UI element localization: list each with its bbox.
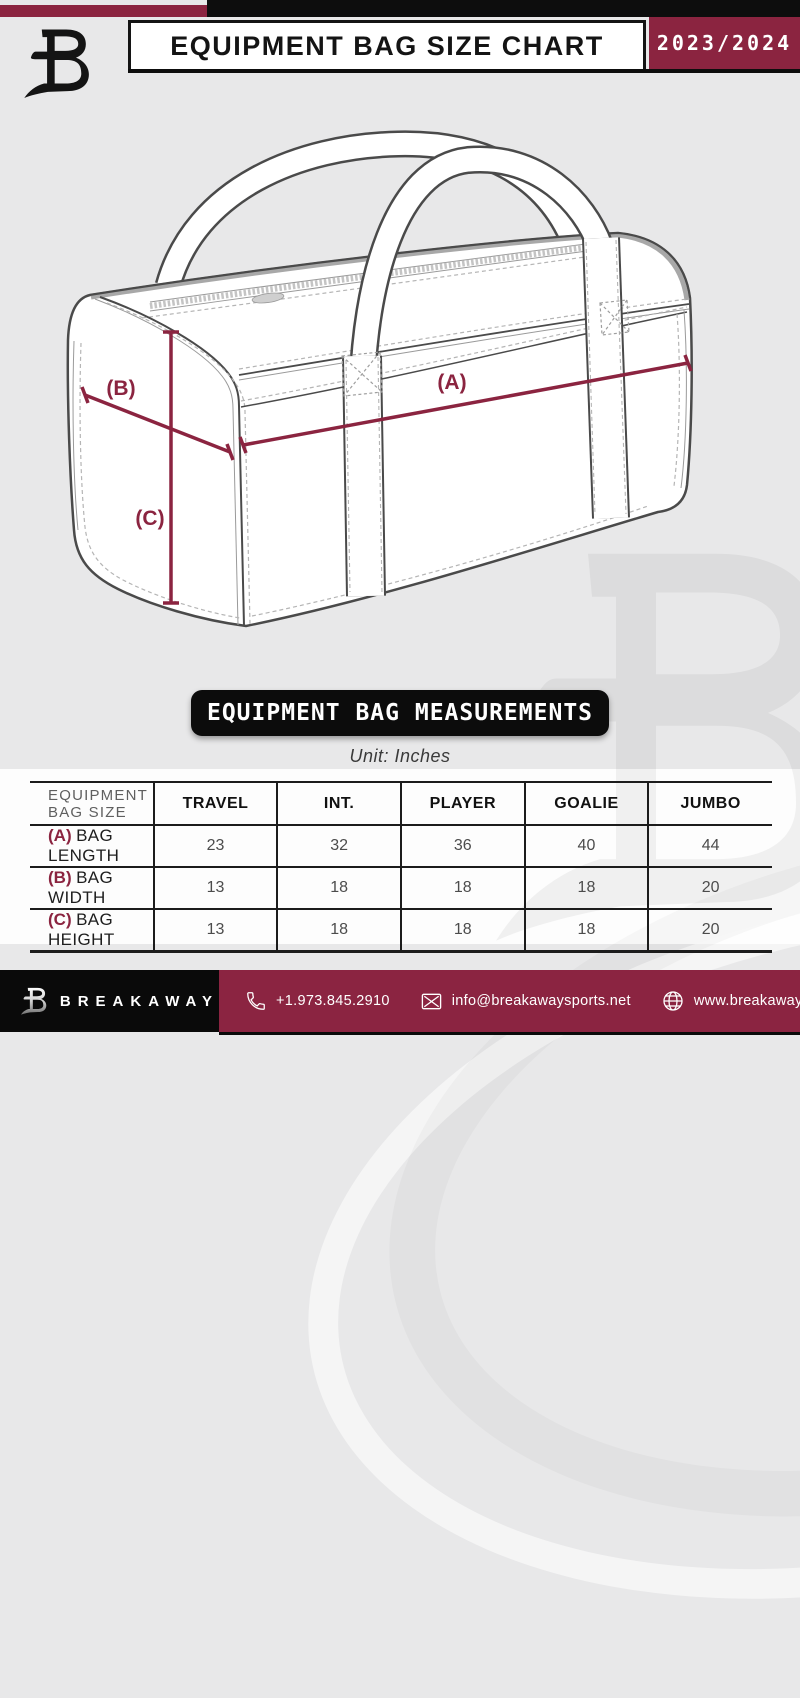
- row-label: BAG HEIGHT: [48, 910, 115, 949]
- breakaway-logo-icon: [20, 987, 47, 1015]
- value-cell: 32: [276, 825, 401, 867]
- value-cell: 18: [399, 867, 525, 909]
- column-header-jumbo: JUMBO: [647, 782, 772, 825]
- value-cell: 23: [152, 825, 278, 867]
- column-header-player: PLAYER: [399, 782, 525, 825]
- value-cell: 18: [276, 909, 401, 952]
- right-edge-seam: [673, 309, 687, 489]
- value-cell: 20: [647, 909, 772, 952]
- globe-icon: [663, 991, 683, 1011]
- table-row-bag-length: (A) BAG LENGTH 23 32 36 40 44: [30, 825, 772, 867]
- email-contact: info@breakawaysports.net: [420, 990, 631, 1013]
- zipper-band: [90, 232, 690, 301]
- measurements-banner: EQUIPMENT BAG MEASUREMENTS: [191, 690, 609, 736]
- row-key: (C): [48, 910, 72, 929]
- phone-contact: +1.973.845.2910: [245, 990, 390, 1012]
- header-black-strip: [207, 0, 800, 17]
- column-header-travel: TRAVEL: [152, 782, 278, 825]
- bag-front-handle: [348, 145, 614, 399]
- page-title: EQUIPMENT BAG SIZE CHART: [170, 30, 604, 61]
- row-key: (B): [48, 868, 72, 887]
- front-left-seam: [94, 296, 251, 627]
- brand-name: BREAKAWAY: [59, 992, 219, 1010]
- footer-brand-box: BREAKAWAY: [0, 970, 219, 1032]
- email-address: info@breakawaysports.net: [451, 993, 631, 1009]
- zipper: [141, 239, 621, 319]
- breakaway-logo-icon: [24, 29, 89, 98]
- dimension-lines: [80, 330, 693, 605]
- dimension-label-a: (A): [437, 371, 466, 394]
- column-header-size: EQUIPMENT BAG SIZE: [48, 786, 148, 821]
- footer: BREAKAWAY +1.973.845.2910 info@breakaway…: [0, 970, 800, 1035]
- value-cell: 18: [523, 867, 649, 909]
- row-label: BAG WIDTH: [48, 868, 114, 907]
- table-row-bag-width: (B) BAG WIDTH 13 18 18 18 20: [30, 867, 772, 909]
- website-url: www.breakawaysports.net: [693, 993, 800, 1009]
- value-cell: 20: [647, 867, 772, 909]
- value-cell: 44: [647, 825, 772, 867]
- column-header-int: INT.: [276, 782, 401, 825]
- dimension-label-c: (C): [135, 507, 164, 530]
- row-label-cell: (B) BAG WIDTH: [30, 867, 154, 909]
- phone-number: +1.973.845.2910: [276, 993, 390, 1009]
- page-title-box: EQUIPMENT BAG SIZE CHART: [128, 20, 646, 69]
- unit-note: Unit: Inches: [349, 746, 451, 766]
- measurements-banner-text: EQUIPMENT BAG MEASUREMENTS: [206, 700, 594, 726]
- envelope-icon: [421, 993, 442, 1009]
- value-cell: 13: [152, 867, 278, 909]
- season-label: 2023/2024: [656, 31, 793, 55]
- season-badge: 2023/2024: [649, 17, 800, 69]
- size-table-header-row: EQUIPMENT BAG SIZE TRAVEL INT. PLAYER GO…: [30, 782, 772, 825]
- table-row-bag-height: (C) BAG HEIGHT 13 18 18 18 20: [30, 909, 772, 952]
- value-cell: 36: [399, 825, 525, 867]
- header-maroon-strip: [0, 5, 207, 17]
- left-panel-seams: [72, 340, 241, 619]
- phone-icon: [247, 992, 265, 1010]
- row-label-cell: (A) BAG LENGTH: [30, 825, 154, 867]
- size-table: EQUIPMENT BAG SIZE TRAVEL INT. PLAYER GO…: [30, 781, 772, 953]
- row-key: (A): [48, 826, 72, 845]
- value-cell: 18: [523, 909, 649, 952]
- value-cell: 13: [152, 909, 278, 952]
- strap-x-stitches: [341, 299, 630, 397]
- footer-contact-bar: +1.973.845.2910 info@breakawaysports.net…: [219, 970, 800, 1035]
- value-cell: 18: [276, 867, 401, 909]
- row-label-cell: (C) BAG HEIGHT: [30, 909, 154, 952]
- dimension-label-b: (B): [106, 377, 135, 400]
- header-underline: [128, 69, 800, 73]
- row-label: BAG LENGTH: [48, 826, 120, 865]
- value-cell: 18: [399, 909, 525, 952]
- bottom-seam: [251, 505, 649, 617]
- equipment-bag-diagram: (A) (B) (C): [66, 130, 693, 628]
- website-contact: www.breakawaysports.net: [661, 989, 800, 1013]
- value-cell: 40: [523, 825, 649, 867]
- front-top-seams: [238, 298, 690, 408]
- zipper-pull: [251, 292, 285, 304]
- column-header-goalie: GOALIE: [523, 782, 649, 825]
